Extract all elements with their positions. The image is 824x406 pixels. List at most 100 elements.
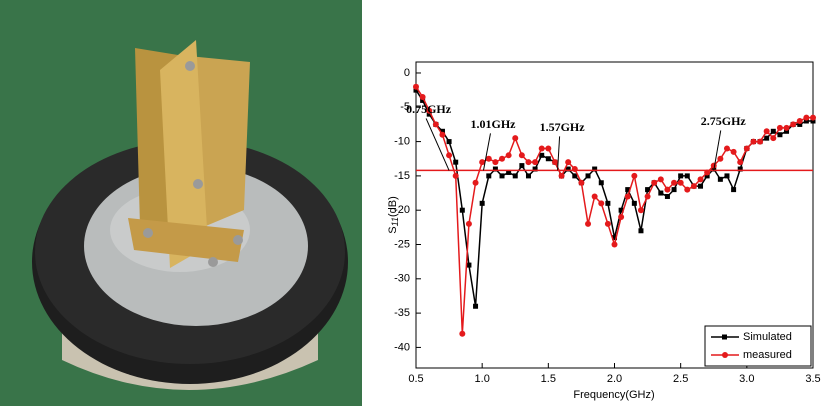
- legend-label: Simulated: [743, 331, 792, 343]
- marker: [472, 179, 479, 186]
- marker: [578, 179, 585, 186]
- marker: [519, 163, 525, 169]
- marker: [545, 156, 551, 162]
- marker: [466, 262, 472, 268]
- marker: [446, 139, 452, 145]
- marker: [618, 207, 624, 213]
- marker: [413, 83, 419, 90]
- marker: [459, 330, 466, 337]
- marker: [657, 176, 664, 183]
- marker: [585, 173, 591, 179]
- screw: [193, 179, 203, 189]
- marker: [525, 159, 532, 166]
- marker: [784, 128, 790, 134]
- marker: [684, 173, 690, 179]
- marker: [545, 145, 552, 152]
- marker: [770, 128, 776, 134]
- marker: [671, 179, 678, 186]
- marker: [796, 118, 803, 125]
- marker: [446, 152, 453, 159]
- marker: [658, 190, 664, 196]
- marker: [499, 173, 505, 179]
- y-axis-title: S11(dB): [387, 196, 400, 233]
- annotation-arrow: [482, 133, 491, 171]
- marker: [492, 159, 499, 166]
- annotation: 1.57GHz: [540, 120, 586, 134]
- marker: [790, 121, 797, 128]
- annotation-arrow: [557, 136, 561, 171]
- legend-marker: [722, 334, 727, 340]
- x-tick-label: 2.5: [673, 373, 688, 385]
- marker: [704, 173, 710, 179]
- marker: [743, 145, 750, 152]
- marker: [678, 173, 684, 179]
- y-tick-label: -10: [394, 135, 410, 147]
- marker: [690, 183, 697, 190]
- marker: [565, 159, 572, 166]
- marker: [803, 118, 809, 124]
- marker: [684, 186, 691, 193]
- marker: [479, 200, 485, 206]
- marker: [737, 159, 744, 166]
- marker: [492, 166, 498, 172]
- y-tick-label: -25: [394, 238, 410, 250]
- marker: [512, 135, 519, 142]
- marker: [499, 155, 506, 162]
- marker: [664, 193, 670, 199]
- marker: [591, 193, 598, 200]
- marker: [452, 172, 459, 179]
- marker: [644, 193, 651, 200]
- y-axis-title-sub: 11: [390, 217, 400, 226]
- x-tick-label: 0.5: [408, 373, 423, 385]
- screw: [208, 257, 218, 267]
- marker: [486, 173, 492, 179]
- plot-frame: [415, 61, 814, 369]
- marker: [426, 107, 433, 114]
- marker: [697, 176, 704, 183]
- marker: [731, 187, 737, 193]
- y-tick-label: -30: [394, 273, 410, 285]
- marker: [605, 200, 611, 206]
- marker: [485, 155, 492, 162]
- marker: [651, 179, 658, 186]
- marker: [525, 173, 531, 179]
- x-tick-label: 1.0: [475, 373, 490, 385]
- marker: [604, 220, 611, 227]
- marker: [776, 124, 783, 131]
- marker: [618, 214, 625, 221]
- marker: [598, 180, 604, 186]
- marker: [777, 132, 783, 138]
- marker: [505, 152, 512, 159]
- annotation: 0.75GHz: [406, 102, 452, 116]
- marker: [803, 114, 810, 121]
- marker: [611, 241, 618, 248]
- marker: [598, 200, 605, 207]
- marker: [551, 159, 558, 166]
- screw: [233, 235, 243, 245]
- marker: [698, 183, 704, 189]
- brass-plate: [160, 40, 208, 268]
- marker: [637, 207, 644, 214]
- marker: [671, 187, 677, 193]
- marker: [797, 121, 803, 127]
- marker: [717, 155, 724, 162]
- legend: Simulated measured: [704, 325, 812, 367]
- marker: [532, 166, 538, 172]
- legend-box: [704, 325, 812, 367]
- y-tick-label: -15: [394, 170, 410, 182]
- marker: [770, 135, 777, 142]
- marker: [585, 220, 592, 227]
- annotation: 1.01GHz: [470, 117, 516, 131]
- marker: [631, 200, 637, 206]
- marker: [645, 187, 651, 193]
- y-tick-label: -35: [394, 307, 410, 319]
- marker: [763, 128, 770, 135]
- marker: [506, 169, 512, 175]
- marker: [677, 179, 684, 186]
- marker: [413, 87, 419, 93]
- marker: [638, 228, 644, 234]
- annotation-arrow: [425, 118, 450, 171]
- marker: [664, 186, 671, 193]
